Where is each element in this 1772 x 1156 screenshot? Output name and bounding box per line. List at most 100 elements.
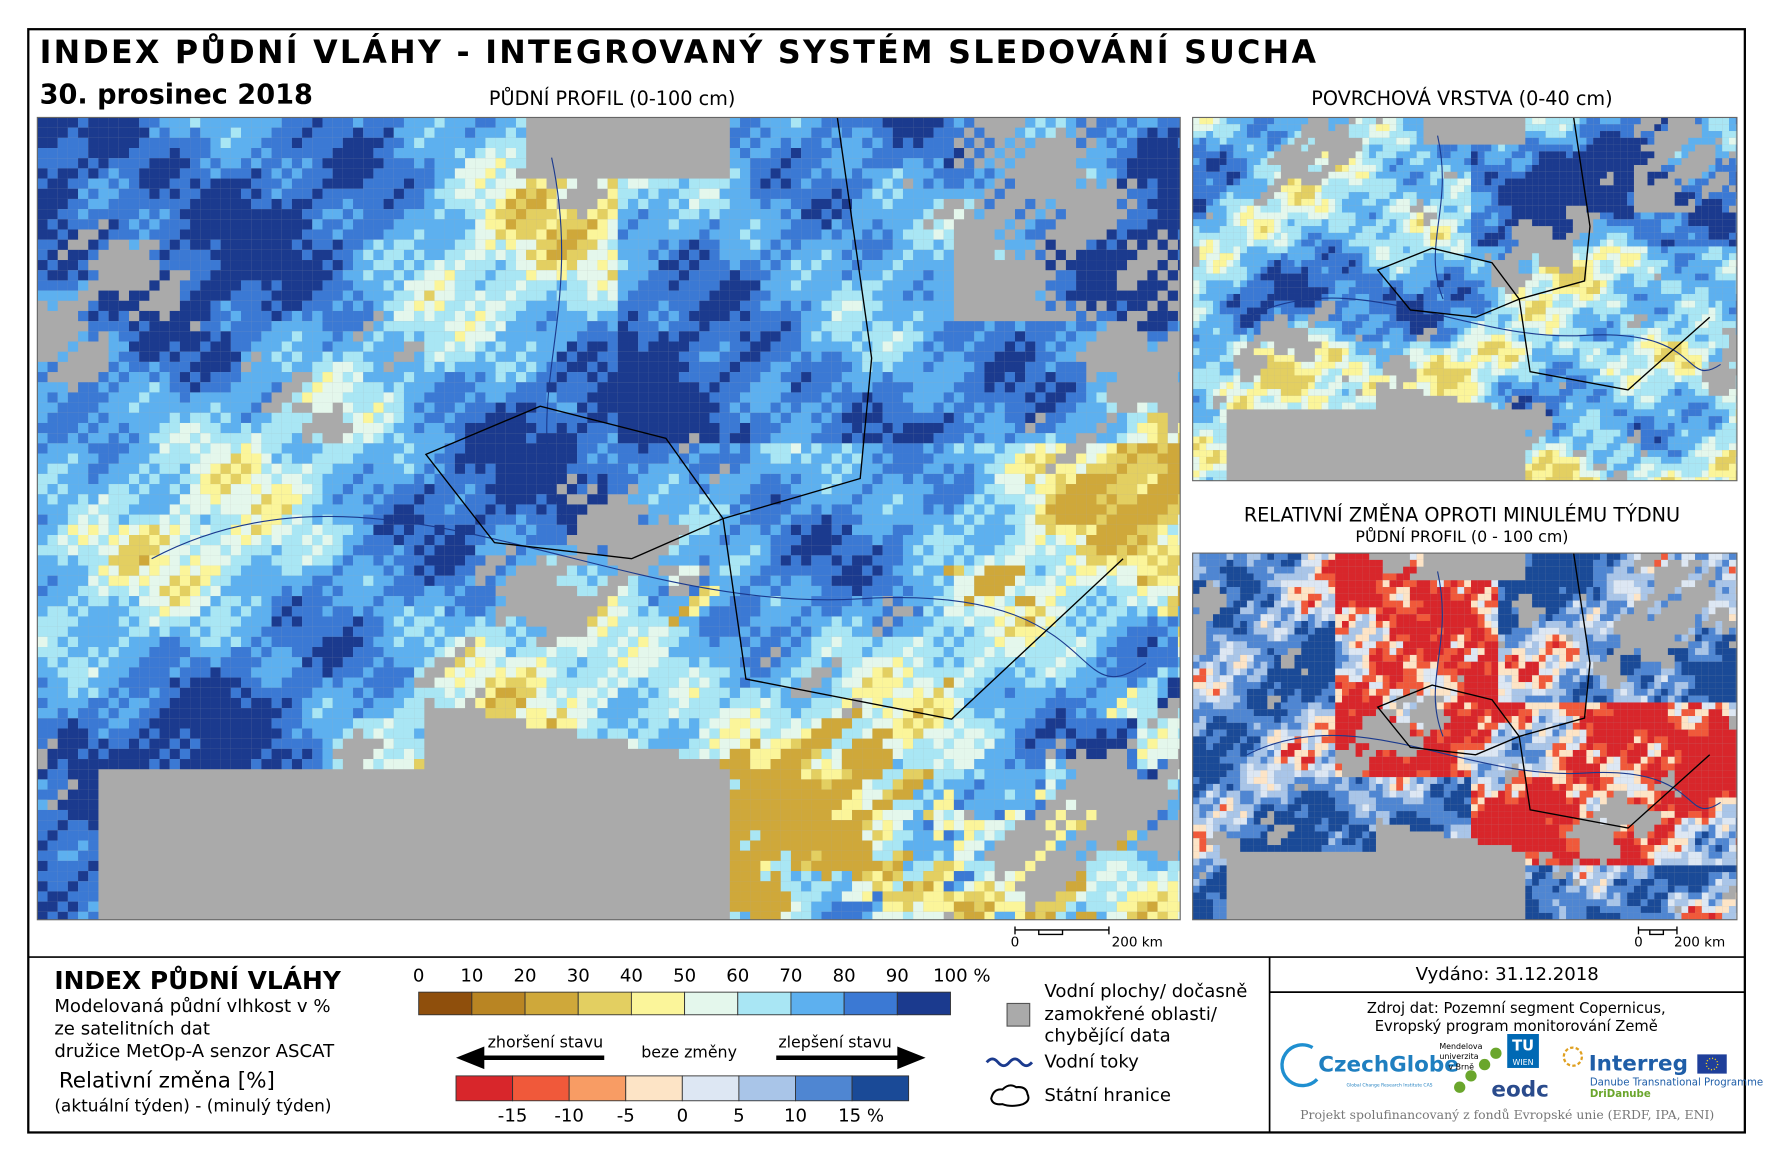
map-cell xyxy=(719,565,730,576)
map-cell xyxy=(149,310,160,322)
map-cell xyxy=(169,137,180,149)
map-cell xyxy=(953,209,965,220)
map-cell xyxy=(108,127,119,138)
map-cell xyxy=(159,372,170,383)
map-cell xyxy=(801,239,812,250)
map-cell xyxy=(444,158,455,169)
map-cell xyxy=(485,310,496,322)
map-cell xyxy=(98,198,109,210)
map-cell xyxy=(139,341,150,352)
map-cell xyxy=(495,310,506,322)
map-cell xyxy=(424,188,435,199)
map-cell xyxy=(597,555,608,566)
map-cell xyxy=(1086,300,1097,311)
map-cell xyxy=(485,412,496,423)
map-cell xyxy=(465,178,476,189)
map-cell xyxy=(902,463,914,474)
map-cell xyxy=(770,402,781,413)
map-cell xyxy=(566,270,578,281)
map-cell xyxy=(465,433,476,444)
map-cell xyxy=(811,514,822,525)
map-cell xyxy=(821,524,832,536)
map-cell xyxy=(261,117,272,128)
map-cell xyxy=(689,331,700,342)
map-cell xyxy=(689,239,700,250)
map-cell xyxy=(556,524,567,536)
map-cell xyxy=(200,585,211,597)
map-cell xyxy=(740,504,751,515)
map-cell xyxy=(220,463,231,474)
map-cell xyxy=(526,402,537,413)
map-cell xyxy=(577,473,588,485)
map-cell xyxy=(363,463,374,474)
map-cell xyxy=(98,555,109,566)
map-cell xyxy=(363,137,374,149)
map-cell xyxy=(291,178,303,189)
map-cell xyxy=(902,514,914,525)
map-cell xyxy=(689,209,700,220)
map-cell xyxy=(78,484,89,495)
map-cell xyxy=(322,198,333,210)
map-cell xyxy=(1137,585,1148,597)
map-cell xyxy=(465,606,476,617)
map-cell xyxy=(1127,473,1138,485)
map-cell xyxy=(882,565,893,576)
map-cell xyxy=(852,453,863,464)
map-cell xyxy=(658,280,669,291)
map-cell xyxy=(1065,402,1077,413)
map-cell xyxy=(363,514,374,525)
map-cell xyxy=(393,463,404,474)
map-cell xyxy=(964,341,975,352)
map-cell xyxy=(241,372,252,383)
map-cell xyxy=(220,188,231,199)
map-cell xyxy=(1096,270,1107,281)
map-cell xyxy=(424,616,435,627)
map-cell xyxy=(424,463,435,474)
map-cell xyxy=(872,249,883,261)
map-cell xyxy=(607,260,618,271)
map-cell xyxy=(302,626,313,637)
map-cell xyxy=(913,453,924,464)
map-cell xyxy=(139,361,150,373)
map-cell xyxy=(505,382,516,393)
map-cell xyxy=(281,361,292,373)
map-cell xyxy=(159,117,170,128)
map-cell xyxy=(852,545,863,556)
map-cell xyxy=(719,249,730,261)
map-cell xyxy=(821,290,832,301)
map-cell xyxy=(811,494,822,505)
map-cell xyxy=(994,331,1005,342)
map-cell xyxy=(923,596,934,607)
map-cell xyxy=(526,484,537,495)
map-cell xyxy=(831,290,842,301)
map-cell xyxy=(852,310,863,322)
map-cell xyxy=(1035,290,1046,301)
map-cell xyxy=(128,606,140,617)
map-cell xyxy=(465,137,476,149)
map-cell xyxy=(200,565,211,576)
map-cell xyxy=(241,178,252,189)
map-cell xyxy=(587,219,598,230)
map-cell xyxy=(1065,392,1077,403)
map-cell xyxy=(465,372,476,383)
map-cell xyxy=(638,422,649,434)
map-cell xyxy=(444,137,455,149)
map-cell xyxy=(699,270,710,281)
map-cell xyxy=(291,280,303,291)
map-cell xyxy=(699,463,710,474)
map-cell xyxy=(801,361,812,373)
map-cell xyxy=(475,392,486,403)
map-cell xyxy=(179,229,191,240)
map-cell xyxy=(414,433,425,444)
map-cell xyxy=(943,402,954,413)
map-cell xyxy=(699,382,710,393)
map-cell xyxy=(628,260,639,271)
map-cell xyxy=(577,239,588,250)
map-cell xyxy=(37,545,48,556)
map-cell xyxy=(302,310,313,322)
map-cell xyxy=(913,382,924,393)
map-cell xyxy=(1167,504,1178,515)
map-cell xyxy=(515,290,527,301)
map-cell xyxy=(994,148,1005,159)
map-cell xyxy=(1177,494,1181,505)
